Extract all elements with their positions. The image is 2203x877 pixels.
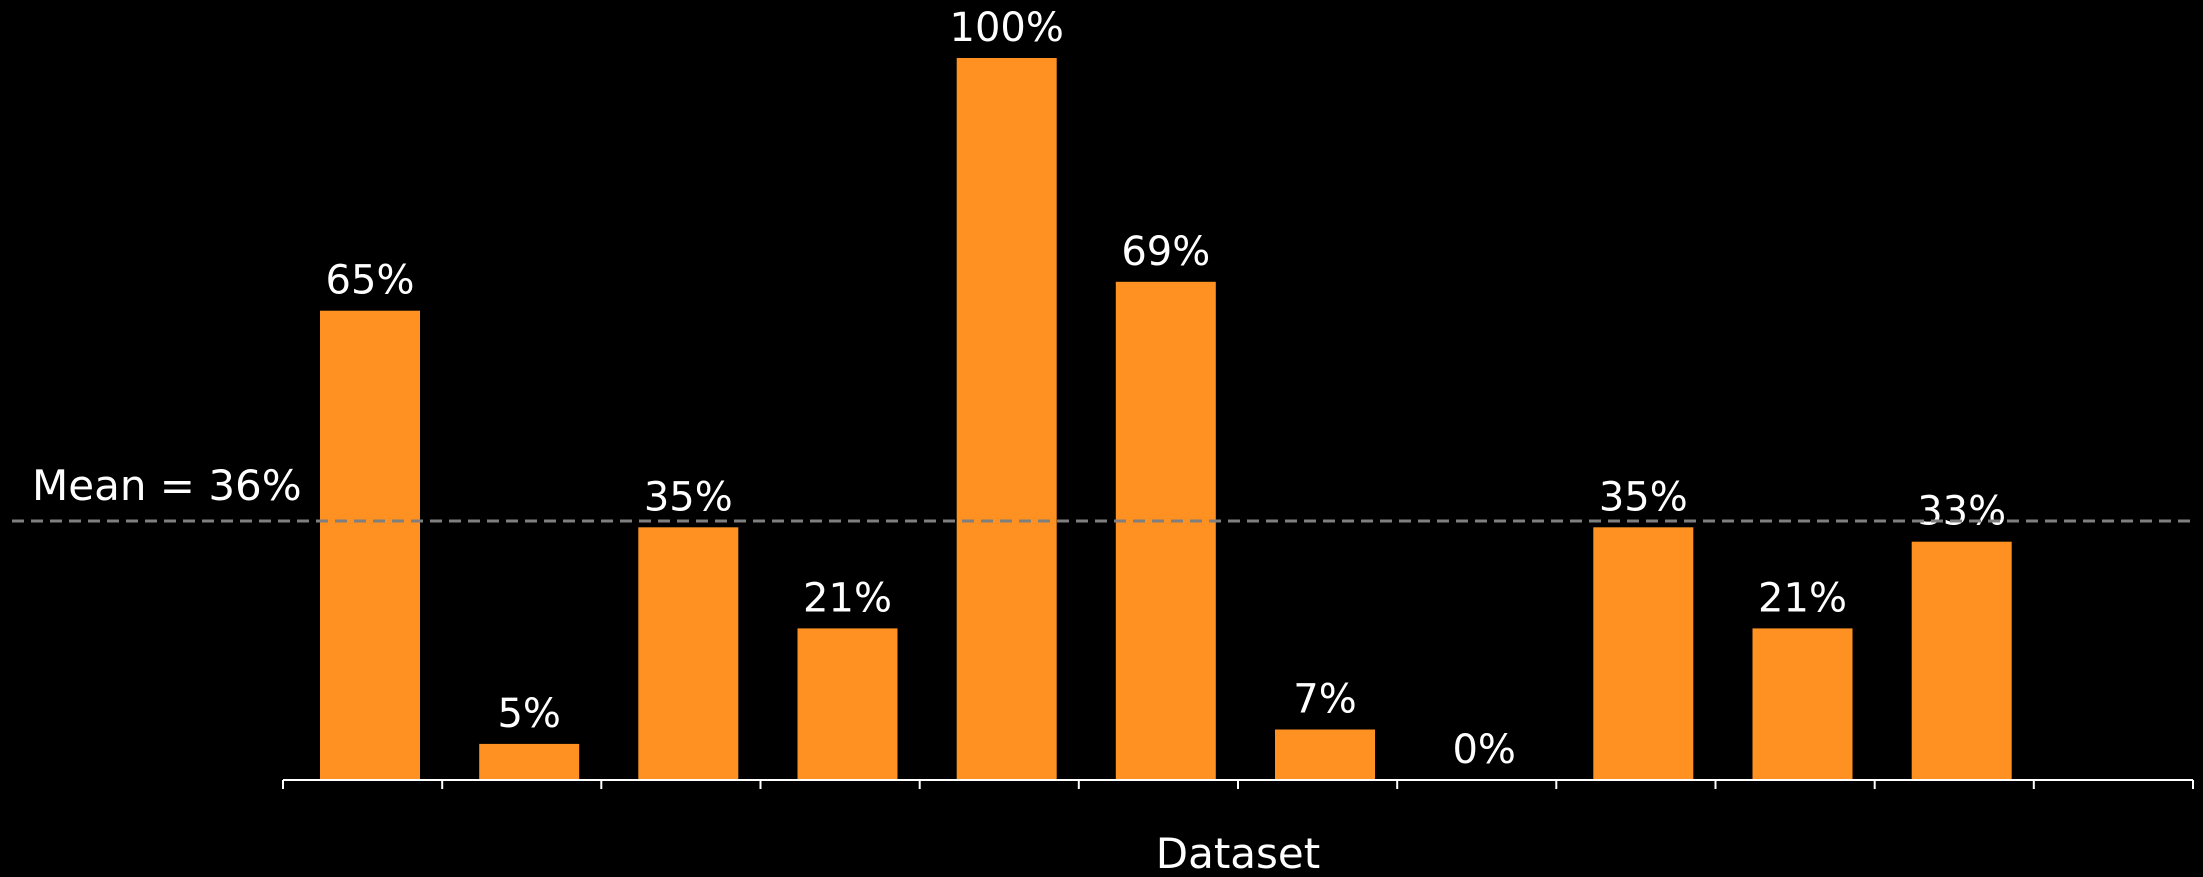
bar-data-label: 35% xyxy=(644,474,733,520)
bar-data-label: 21% xyxy=(1758,575,1847,621)
bar xyxy=(956,58,1057,780)
bar xyxy=(320,310,420,780)
x-axis-title: Dataset xyxy=(1156,829,1320,877)
data-labels-group: 65% 5% 35% 21% 100% 69% 7% 0% 35% 21% 33% xyxy=(326,5,2007,773)
mean-label: Mean = 36% xyxy=(32,461,302,510)
bar-data-label: 65% xyxy=(326,258,415,304)
bar xyxy=(1911,541,2012,780)
bar xyxy=(1115,281,1216,780)
bar xyxy=(638,527,739,780)
bar-data-label: 35% xyxy=(1599,474,1688,520)
bar-data-label: 21% xyxy=(803,575,892,621)
bar-data-label: 100% xyxy=(950,5,1064,51)
bar xyxy=(479,743,580,780)
bar-data-label: 33% xyxy=(1917,489,2006,535)
bars-group xyxy=(320,58,2012,780)
x-axis-ticks xyxy=(282,780,2194,789)
bar xyxy=(797,628,898,780)
bar-data-label: 69% xyxy=(1121,229,1210,275)
bar-data-label: 7% xyxy=(1293,677,1356,723)
bar xyxy=(1275,729,1375,780)
bar-data-label: 5% xyxy=(497,691,560,737)
bar xyxy=(1593,527,1694,780)
bar-data-label: 0% xyxy=(1452,727,1515,773)
bar xyxy=(1752,628,1853,780)
